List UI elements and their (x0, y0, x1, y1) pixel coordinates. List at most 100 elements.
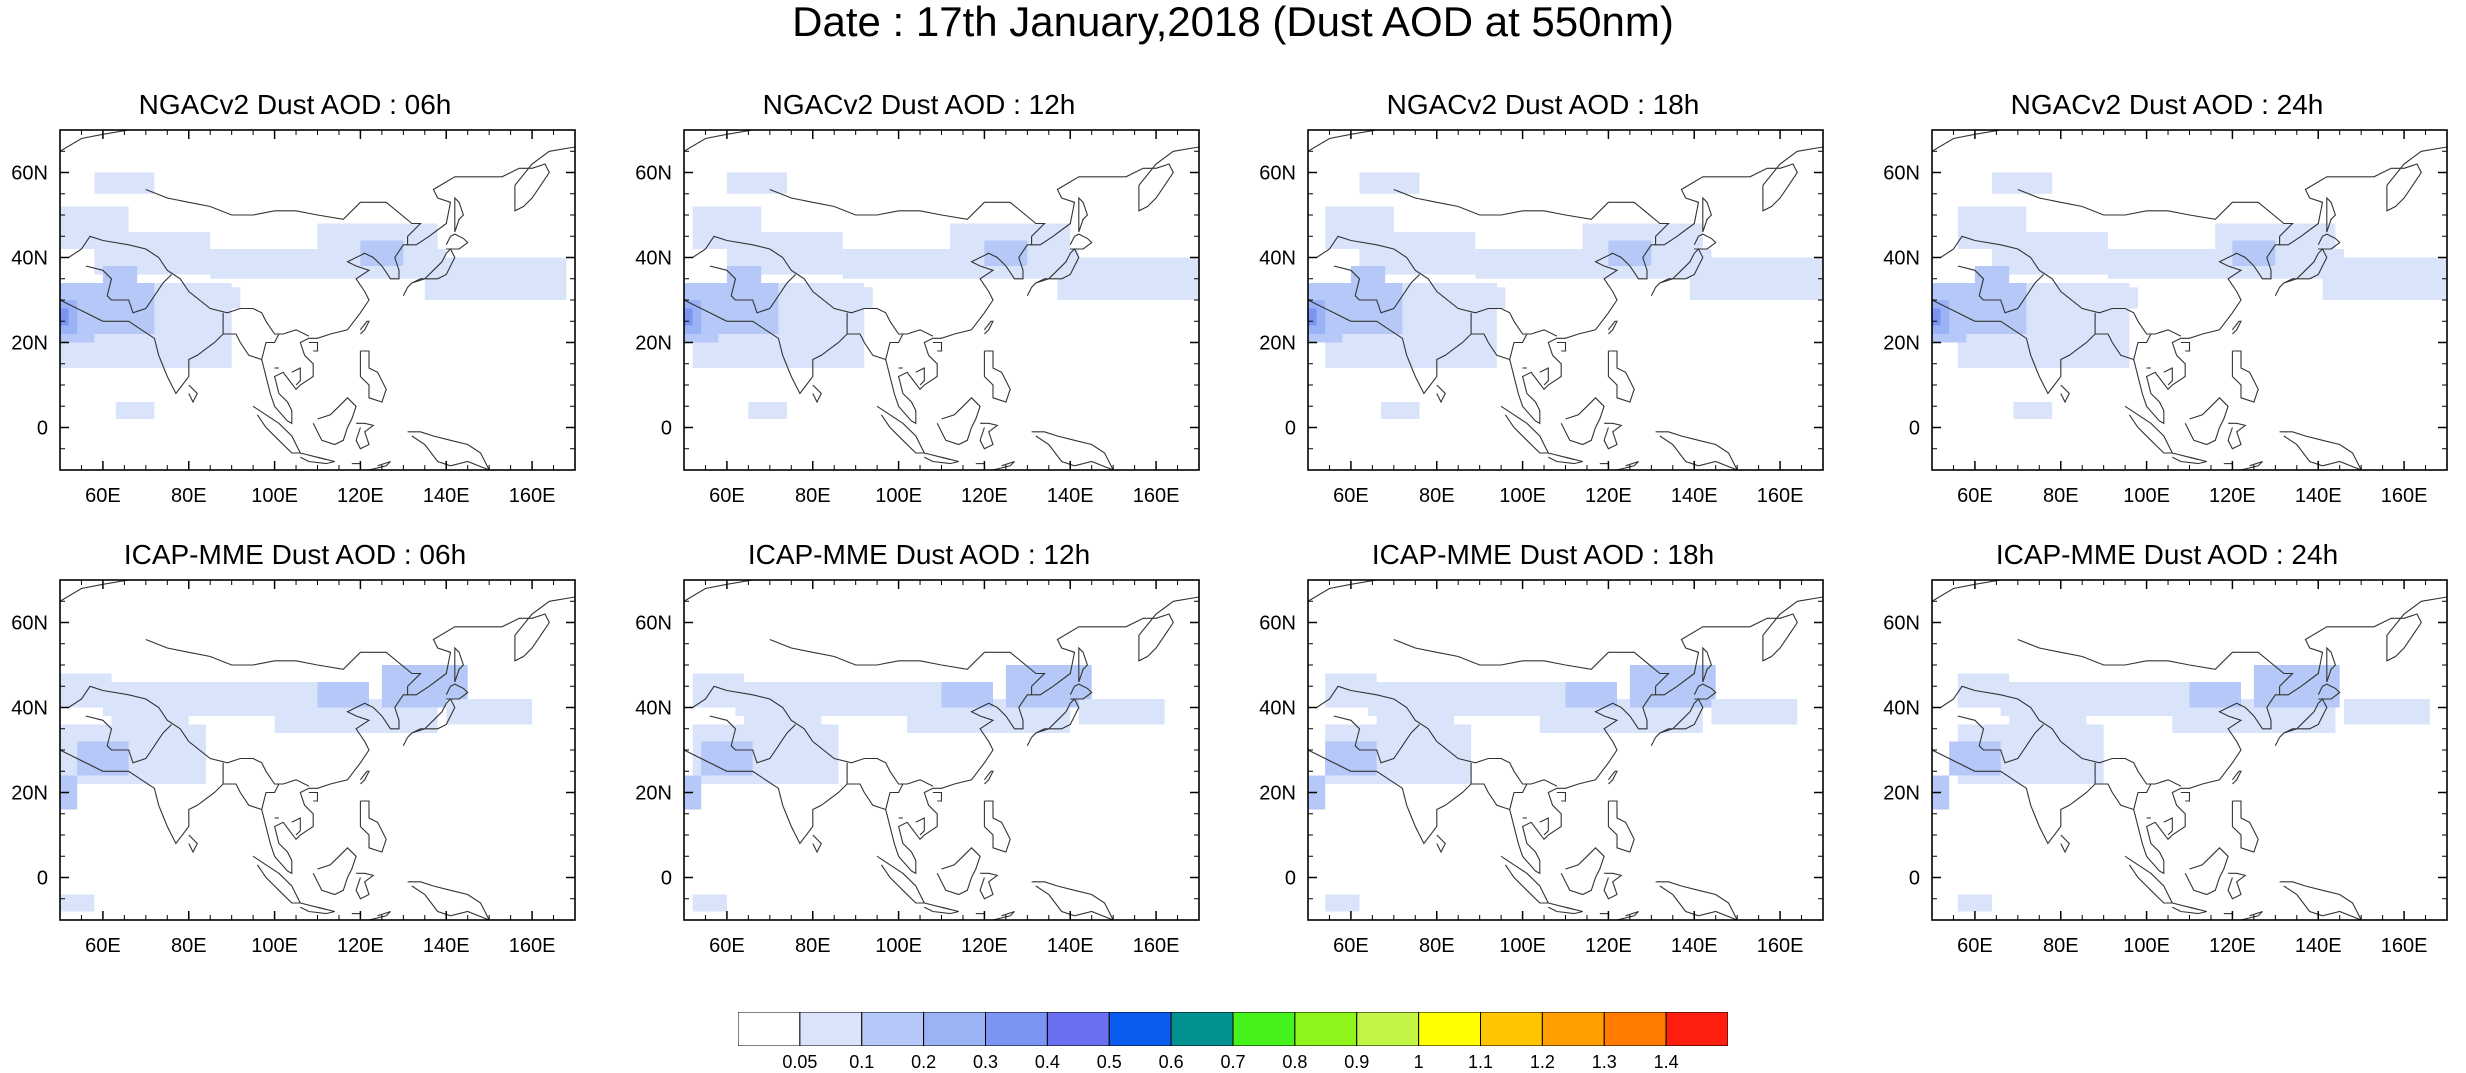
coastline (2279, 431, 2362, 470)
dust-field (1629, 665, 1716, 708)
coastline (924, 902, 959, 915)
y-tick-label: 0 (1285, 418, 1296, 440)
colorbar-level-label: 0.05 (782, 1052, 818, 1072)
y-tick-label: 40N (11, 248, 48, 270)
x-tick-label: 140E (2295, 485, 2342, 507)
dust-field (1711, 699, 1798, 725)
coastline (402, 248, 456, 297)
coastline (1693, 233, 1717, 250)
x-tick-label: 120E (2209, 935, 2256, 957)
x-tick-label: 80E (795, 935, 831, 957)
coastline (1539, 817, 1549, 836)
x-tick-label: 100E (875, 485, 922, 507)
coastline (2231, 320, 2242, 335)
map-panel: ICAP-MME Dust AOD : 24h 60E 80E 100E 120E 140… (1867, 540, 2466, 970)
dust-field (111, 707, 189, 725)
coastline (1560, 397, 1605, 446)
coastline (2184, 397, 2229, 446)
colorbar-swatch (1108, 1012, 1172, 1046)
coastline (312, 397, 357, 446)
colorbar-swatch (1603, 1012, 1667, 1046)
x-tick-label: 120E (1585, 485, 1632, 507)
colorbar-swatch (1665, 1012, 1728, 1046)
coastline (709, 715, 796, 764)
y-tick-label: 60N (1883, 163, 1920, 185)
coastline (684, 146, 1199, 425)
coastline (2227, 422, 2247, 450)
x-tick-label: 100E (251, 485, 298, 507)
coastline (1607, 770, 1618, 785)
coastline (2240, 460, 2263, 470)
coastline (359, 320, 370, 335)
coastline (709, 265, 796, 314)
coastline (2189, 906, 2199, 910)
coastline (85, 715, 172, 764)
map-panel: NGACv2 Dust AOD : 12h 60E 80E 100E 120E 140E 1… (619, 90, 1219, 520)
coastline (1316, 685, 1558, 787)
coastline (2231, 800, 2259, 853)
y-tick-label: 20N (11, 333, 48, 355)
coastline (885, 783, 904, 810)
y-tick-label: 60N (11, 613, 48, 635)
coastline (85, 265, 172, 314)
colorbar-swatch (1232, 1012, 1296, 1046)
y-tick-label: 20N (1883, 783, 1920, 805)
coastline (1655, 881, 1738, 920)
coastline (2279, 881, 2362, 920)
map-plot: 60E 80E 100E 120E 140E 160E 0 20N 40N 60N (1883, 579, 2448, 957)
coastline (1436, 834, 1446, 854)
map-plot: 60E 80E 100E 120E 140E 160E 0 20N 40N 60N (11, 129, 576, 507)
map-panel: NGACv2 Dust AOD : 06h 60E 80E 100E 120E 140E 1… (0, 90, 595, 520)
coastline (261, 783, 280, 810)
coastline (684, 580, 753, 602)
y-tick-label: 0 (661, 868, 672, 890)
coastline (445, 233, 469, 250)
x-tick-label: 60E (709, 935, 745, 957)
coastline (68, 235, 310, 337)
coastline (1556, 791, 1567, 802)
coastline (2060, 834, 2070, 854)
x-tick-label: 60E (709, 485, 745, 507)
x-tick-label: 60E (85, 485, 121, 507)
coastline (2326, 196, 2337, 233)
coastline (1078, 646, 1089, 683)
colorbar-level-label: 0.2 (911, 1052, 937, 1072)
dust-field (115, 402, 155, 419)
dust-field (1325, 741, 1377, 776)
coastline (1308, 580, 1377, 602)
coastline (368, 460, 391, 470)
coastline (2227, 872, 2247, 900)
dust-field (684, 308, 693, 326)
x-tick-label: 60E (1333, 485, 1369, 507)
coastline (983, 350, 1011, 403)
colorbar-swatch (1046, 1012, 1110, 1046)
y-tick-label: 0 (1909, 418, 1920, 440)
coastline (1932, 146, 2447, 425)
x-tick-label: 80E (2043, 485, 2079, 507)
coastline (1932, 580, 2001, 602)
x-tick-label: 120E (337, 935, 384, 957)
coastline (1565, 456, 1575, 460)
x-tick-label: 60E (1333, 935, 1369, 957)
dust-field (2253, 665, 2340, 708)
dust-field (2107, 249, 2344, 279)
colorbar-swatch (738, 1012, 801, 1046)
coastline (812, 834, 822, 854)
coastline (936, 847, 981, 896)
coastline (941, 456, 951, 460)
coastline (979, 422, 999, 450)
coastline (1607, 800, 1635, 853)
y-tick-label: 40N (635, 698, 672, 720)
coastline (932, 341, 943, 352)
dust-field (692, 894, 727, 912)
dust-field (1308, 308, 1317, 326)
coastline (359, 770, 370, 785)
panel-title: ICAP-MME Dust AOD : 06h (123, 539, 467, 570)
dust-field (1949, 741, 2001, 776)
coastline (885, 333, 904, 360)
colorbar-swatch (1541, 1012, 1605, 1046)
coastline (188, 384, 198, 404)
coastline (1548, 902, 1583, 915)
x-tick-label: 140E (423, 485, 470, 507)
coastline (1650, 248, 1704, 297)
